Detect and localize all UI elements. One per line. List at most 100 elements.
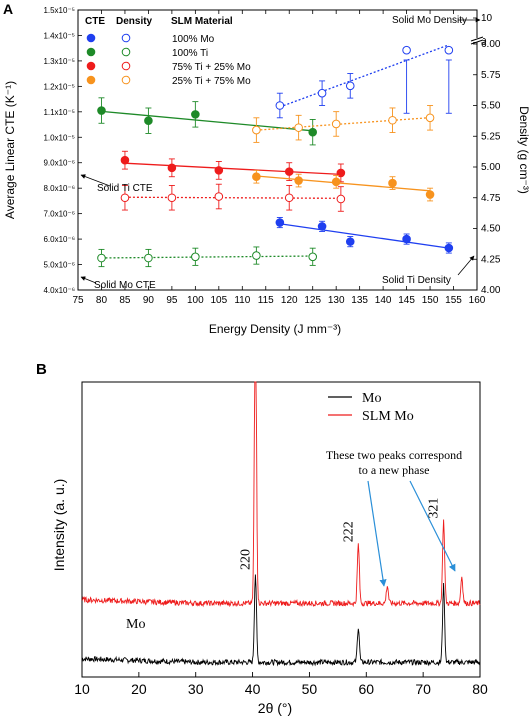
plot-a-legend: CTE Density SLM Material 100% Mo 100% Ti 7… <box>85 16 251 87</box>
data-point <box>167 193 177 203</box>
data-point <box>317 88 327 98</box>
plot-a-y-left-tick-label: 5.0x10⁻⁶ <box>43 261 75 270</box>
data-point <box>252 251 261 260</box>
plot-a-y-left-tick-label: 1.5x10⁻⁵ <box>43 6 75 15</box>
curve-label-mo: Mo <box>126 617 145 632</box>
data-point <box>284 167 294 176</box>
legend-header-material: SLM Material <box>171 16 233 27</box>
annotation-new-phase-line2: to a new phase <box>359 463 430 477</box>
plot-a-x-tick-label: 130 <box>328 295 345 306</box>
plot-a-y-left-tick-label: 1.3x10⁻⁵ <box>43 57 75 66</box>
plot-b-legend: Mo SLM Mo <box>328 391 414 424</box>
data-point <box>402 45 411 55</box>
plot-a-x-tick-label: 125 <box>304 295 321 306</box>
plot-a-x-tick-label: 95 <box>166 295 178 306</box>
plot-a-y-right-tick-label: 5.25 <box>481 131 501 142</box>
peak-label: 222 <box>341 521 356 542</box>
legend-label: 100% Mo <box>172 34 215 45</box>
plot-b-x-tick-label: 40 <box>245 681 261 697</box>
plot-b-x-tick-label: 80 <box>472 681 488 697</box>
data-point <box>331 177 341 187</box>
fit-line <box>279 223 449 249</box>
plot-a-frame <box>77 9 478 291</box>
fit-line <box>124 196 341 199</box>
panel-a-letter: A <box>3 1 13 17</box>
xrd-curve <box>81 381 481 608</box>
plot-a-x-tick-label: 85 <box>119 295 131 306</box>
data-point <box>388 115 397 125</box>
plot-a-y-left-tick-label: 9.0x10⁻⁶ <box>43 159 75 168</box>
legend-label: 25% Ti + 75% Mo <box>172 76 251 87</box>
data-point <box>308 252 318 262</box>
data-point <box>97 253 106 263</box>
arrow-solid-mo-cte <box>80 276 97 284</box>
plot-b-frame <box>81 381 481 678</box>
legend-marker-cte <box>86 61 96 71</box>
fit-line <box>279 44 450 108</box>
data-point <box>331 119 341 129</box>
plot-b-x-tick-label: 50 <box>302 681 318 697</box>
arrow-solid-ti-cte <box>80 174 111 187</box>
plot-a-y-right-tick-label: 4.00 <box>481 285 501 296</box>
fit-line <box>256 175 431 192</box>
plot-a-x-tick-label: 110 <box>234 295 250 306</box>
plot-a-x-tick-label: 105 <box>210 295 227 306</box>
fit-line <box>256 116 431 131</box>
legend-marker-cte <box>86 47 96 57</box>
fit-line <box>101 255 313 259</box>
data-point <box>425 113 435 123</box>
plot-a-y-right-tick-label: 4.75 <box>481 193 501 204</box>
legend-label-slm-mo: SLM Mo <box>362 409 414 424</box>
plot-a-x-tick-label: 140 <box>375 295 392 306</box>
plot-a-y-left-tick-label: 1.4x10⁻⁵ <box>43 31 75 40</box>
arrow-solid-ti-density <box>457 255 475 276</box>
legend-marker-density <box>121 61 131 71</box>
data-point <box>191 110 200 119</box>
plot-a-x-tick-label: 155 <box>445 295 462 306</box>
legend-marker-density <box>121 75 131 85</box>
fit-line <box>124 162 341 176</box>
data-point <box>317 222 327 231</box>
data-point <box>294 176 303 185</box>
data-point <box>214 166 224 175</box>
data-point <box>191 252 200 262</box>
data-point <box>275 101 285 110</box>
legend-marker-density <box>121 33 131 43</box>
plot-a-x-tick-label: 160 <box>469 295 486 306</box>
plot-a-x-tick-label: 135 <box>351 295 368 306</box>
data-point <box>120 193 130 203</box>
annotation-solid-mo-density: Solid Mo Density <box>392 15 467 26</box>
annotation-solid-ti-density: Solid Ti Density <box>382 275 451 286</box>
data-point <box>388 178 397 188</box>
data-point <box>144 253 153 263</box>
plot-a-x-tick-label: 75 <box>72 295 84 306</box>
right-axis-break <box>470 36 484 45</box>
data-point <box>167 163 177 173</box>
plot-b-x-tick-label: 10 <box>74 681 90 697</box>
data-point <box>252 125 261 135</box>
plot-a-y-left-tick-label: 8.0x10⁻⁶ <box>43 184 75 193</box>
legend-label: 75% Ti + 25% Mo <box>172 62 251 73</box>
plot-a-y-left-tick-label: 1.2x10⁻⁵ <box>43 82 75 91</box>
xrd-chart: 10 20 30 40 50 60 70 80 2θ (°) Intensity (a. u.… <box>51 381 488 716</box>
plot-a-annotations: Solid Mo Density Solid Ti CTE Solid Mo C… <box>80 15 481 291</box>
legend-marker-cte <box>86 33 96 43</box>
plot-b-x-tick-label: 70 <box>415 681 431 697</box>
plot-a-y-right-tick-label: 6.00 <box>481 39 501 50</box>
legend-label: 100% Ti <box>172 48 208 59</box>
data-point <box>345 237 355 246</box>
data-point <box>444 45 454 55</box>
plot-a-y-right-tick-label: 9 <box>481 37 487 48</box>
data-point <box>336 168 346 178</box>
plot-a-y-right-label: Density (g cm⁻³) <box>517 106 529 194</box>
plot-a-x-tick-label: 115 <box>258 295 274 306</box>
plot-a-y-left-tick-label: 7.0x10⁻⁶ <box>43 210 75 219</box>
panel-b-letter: B <box>36 361 47 378</box>
plot-a-x-axis-label: Energy Density (J mm⁻³) <box>209 322 341 336</box>
cte-density-chart: 75 80 85 90 95 100 105 110 115 120 125 130 135 140 145… <box>3 6 529 336</box>
plot-a-x-tick-label: 100 <box>187 295 204 306</box>
plot-b-x-tick-label: 60 <box>358 681 374 697</box>
plot-a-y-left-label: Average Linear CTE (K⁻¹) <box>3 81 17 219</box>
data-point <box>275 218 285 227</box>
